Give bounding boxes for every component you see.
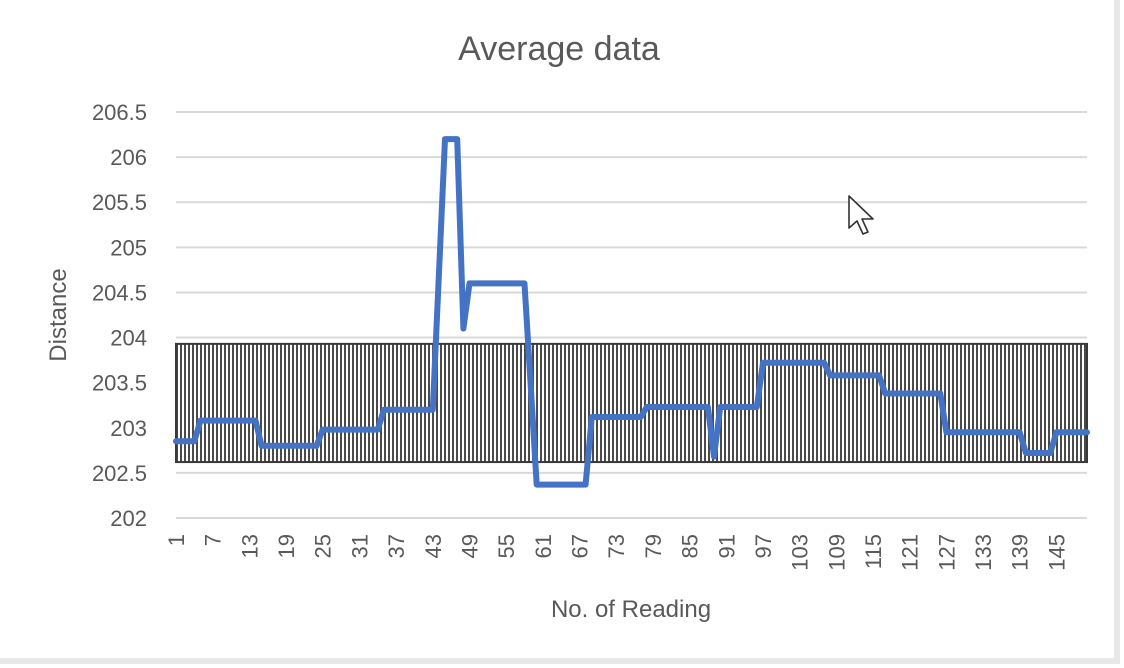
x-tick-label: 91 [714,534,739,558]
chart-title: Average data [458,30,660,68]
y-tick-label: 205.5 [92,190,147,215]
x-tick-label: 67 [568,534,593,558]
x-tick-label: 31 [347,534,372,558]
x-tick-label: 61 [531,534,556,558]
x-tick-label: 85 [678,534,703,558]
gridlines [176,111,1087,519]
x-tick-label: 25 [311,534,336,558]
y-tick-label: 204 [110,326,147,351]
range-band [175,342,1088,464]
x-tick-label: 79 [641,534,666,558]
x-tick-label: 145 [1044,534,1069,571]
y-tick-label: 203 [110,416,147,441]
series-group [173,136,1090,488]
x-tick-label: 55 [494,534,519,558]
x-axis-label: No. of Reading [551,596,711,623]
x-tick-label: 1 [164,534,189,546]
x-tick-label: 133 [971,534,996,571]
x-tick-label: 13 [237,534,262,558]
x-tick-label: 19 [274,534,299,558]
y-tick-label: 202.5 [92,461,147,486]
x-tick-label: 49 [457,534,482,558]
x-tick-label: 103 [788,534,813,571]
x-tick-label: 37 [384,534,409,558]
y-tick-label: 202 [110,506,147,531]
y-tick-label: 205 [110,235,147,260]
x-tick-label: 7 [201,534,226,546]
x-tick-label: 139 [1008,534,1033,571]
y-axis-ticks: 202 202.5 203 203.5 204 204.5 205 205.5 206 206.5 [92,100,147,531]
x-tick-label: 127 [934,534,959,571]
x-tick-label: 115 [861,534,886,569]
y-tick-label: 206 [110,145,147,170]
x-tick-label: 43 [421,534,446,558]
y-tick-label: 206.5 [92,100,147,125]
x-tick-label: 121 [898,534,923,571]
y-axis-label: Distance [45,268,72,361]
mouse-pointer-icon [848,195,874,235]
x-axis-ticks: 1 7 13 19 25 31 37 43 49 55 61 67 73 79 85 91 97 103 109 11… [164,534,1069,571]
y-tick-label: 203.5 [92,371,147,396]
x-tick-label: 73 [604,534,629,558]
y-tick-label: 204.5 [92,280,147,305]
x-tick-label: 97 [751,534,776,558]
x-tick-label: 109 [824,534,849,571]
series-line [173,136,1090,488]
